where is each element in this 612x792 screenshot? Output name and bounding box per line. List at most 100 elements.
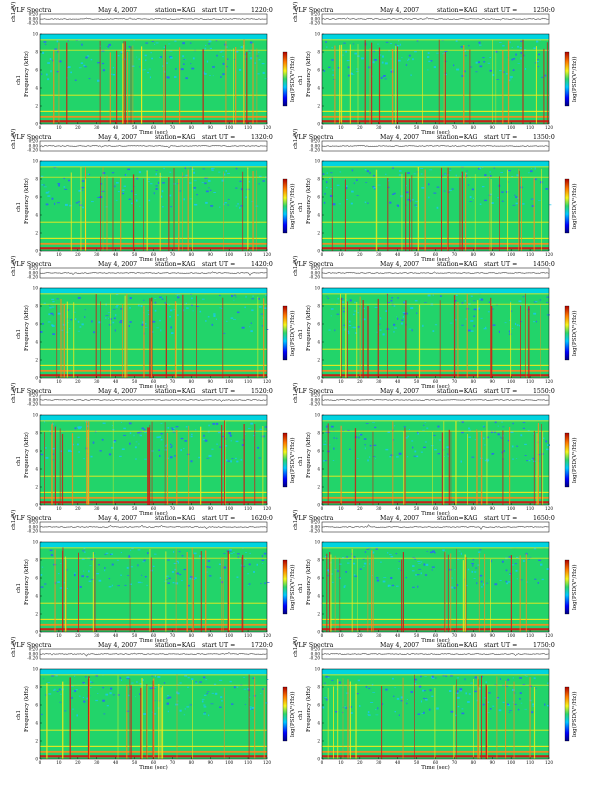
colorbar bbox=[564, 686, 570, 742]
band-low-red bbox=[322, 628, 549, 631]
noise-speckle bbox=[249, 696, 251, 698]
time-tick-label: 30 bbox=[376, 379, 382, 384]
sferic-stripe bbox=[357, 44, 359, 124]
noise-speckle bbox=[530, 198, 534, 200]
noise-speckle bbox=[160, 56, 162, 58]
noise-speckle bbox=[148, 199, 151, 202]
noise-speckle bbox=[482, 186, 485, 188]
noise-speckle bbox=[142, 561, 145, 563]
noise-speckle bbox=[115, 306, 118, 308]
freq-tick-label: 2 bbox=[317, 612, 320, 617]
sferic-stripe bbox=[66, 301, 68, 378]
noise-speckle bbox=[257, 297, 260, 300]
noise-speckle bbox=[158, 436, 162, 438]
sferic-stripe bbox=[444, 551, 446, 632]
noise-speckle bbox=[240, 459, 243, 461]
noise-speckle bbox=[185, 426, 188, 428]
noise-speckle bbox=[207, 560, 211, 562]
noise-speckle bbox=[140, 305, 143, 308]
time-tick-label: 0 bbox=[39, 633, 42, 638]
noise-speckle bbox=[65, 569, 68, 571]
noise-speckle bbox=[81, 180, 85, 182]
time-tick-label: 10 bbox=[338, 506, 344, 511]
noise-speckle bbox=[351, 190, 354, 193]
noise-speckle bbox=[408, 328, 412, 330]
sferic-stripe bbox=[495, 50, 497, 125]
noise-speckle bbox=[396, 316, 398, 318]
noise-speckle bbox=[74, 574, 76, 577]
sferic-stripe bbox=[447, 554, 449, 632]
noise-speckle bbox=[458, 550, 461, 552]
waveform-tick: 0.00 bbox=[29, 144, 39, 149]
noise-speckle bbox=[111, 584, 113, 587]
noise-speckle bbox=[465, 318, 467, 320]
sferic-stripe bbox=[371, 550, 373, 632]
band-top-edge bbox=[40, 39, 267, 41]
noise-speckle bbox=[413, 682, 417, 685]
noise-speckle bbox=[168, 696, 172, 699]
noise-speckle bbox=[446, 446, 450, 449]
noise-speckle bbox=[74, 427, 77, 430]
waveform-tick: -0.20 bbox=[27, 21, 38, 26]
noise-speckle bbox=[494, 684, 497, 686]
noise-speckle bbox=[336, 302, 338, 304]
noise-speckle bbox=[81, 323, 84, 326]
noise-speckle bbox=[117, 55, 120, 57]
noise-speckle bbox=[98, 321, 102, 324]
noise-speckle bbox=[129, 442, 131, 445]
noise-speckle bbox=[528, 558, 530, 560]
time-tick-label: 110 bbox=[526, 506, 534, 511]
noise-speckle bbox=[166, 62, 168, 64]
sferic-stripe bbox=[486, 686, 488, 759]
noise-speckle bbox=[384, 78, 387, 80]
start-ut-value: 1220:0 bbox=[251, 7, 273, 14]
time-axis-label: Time (sec) bbox=[139, 764, 168, 771]
noise-speckle bbox=[345, 303, 348, 305]
noise-speckle bbox=[265, 702, 268, 704]
noise-speckle bbox=[112, 308, 116, 310]
freq-tick-label: 2 bbox=[35, 104, 38, 109]
noise-speckle bbox=[75, 689, 78, 691]
noise-speckle bbox=[111, 563, 114, 566]
noise-speckle bbox=[385, 688, 388, 691]
freq-tick-label: 2 bbox=[35, 231, 38, 236]
noise-speckle bbox=[191, 678, 194, 680]
noise-speckle bbox=[243, 566, 246, 567]
time-tick-label: 10 bbox=[338, 760, 344, 765]
time-tick-label: 10 bbox=[56, 760, 62, 765]
time-tick-label: 50 bbox=[132, 125, 138, 130]
time-tick-label: 30 bbox=[94, 252, 100, 257]
panel-date: May 4, 2007 bbox=[98, 515, 137, 522]
sferic-stripe bbox=[122, 43, 124, 124]
noise-speckle bbox=[170, 56, 173, 59]
noise-speckle bbox=[60, 563, 62, 564]
channel-label: ch1 bbox=[16, 75, 22, 85]
sferic-stripe bbox=[54, 549, 56, 632]
noise-speckle bbox=[226, 320, 228, 322]
noise-speckle bbox=[203, 713, 207, 715]
noise-speckle bbox=[410, 74, 412, 76]
noise-speckle bbox=[203, 694, 207, 696]
noise-speckle bbox=[470, 682, 473, 684]
noise-speckle bbox=[136, 681, 138, 683]
noise-speckle bbox=[68, 449, 71, 452]
noise-speckle bbox=[355, 332, 357, 334]
noise-speckle bbox=[257, 446, 260, 449]
noise-speckle bbox=[411, 198, 414, 201]
sferic-stripe bbox=[476, 429, 478, 505]
noise-speckle bbox=[258, 183, 260, 185]
noise-speckle bbox=[83, 683, 85, 685]
sferic-stripe bbox=[222, 557, 224, 632]
noise-speckle bbox=[474, 676, 477, 679]
noise-speckle bbox=[91, 682, 94, 683]
noise-speckle bbox=[415, 455, 419, 458]
noise-speckle bbox=[439, 439, 441, 441]
noise-speckle bbox=[187, 676, 190, 679]
noise-speckle bbox=[333, 437, 335, 439]
noise-speckle bbox=[342, 301, 345, 303]
noise-speckle bbox=[103, 713, 106, 715]
time-tick-label: 90 bbox=[490, 633, 496, 638]
noise-speckle bbox=[496, 697, 499, 700]
noise-speckle bbox=[454, 569, 456, 571]
